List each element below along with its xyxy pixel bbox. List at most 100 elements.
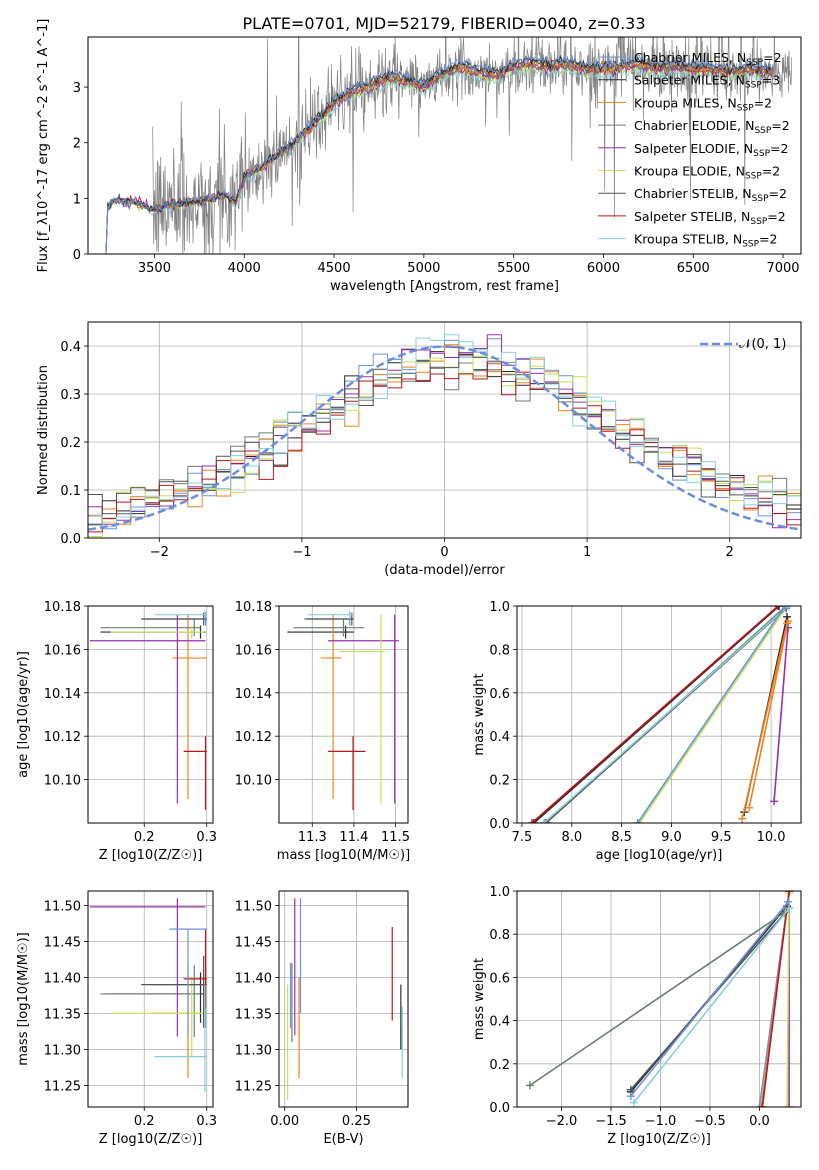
- mass-weight-line: [761, 891, 790, 1107]
- errorbar-point: [154, 984, 207, 1093]
- plus-marker: [785, 891, 794, 895]
- x-tick-label: 7000: [766, 261, 799, 276]
- x-tick-label: 0.0: [749, 1114, 770, 1129]
- y-tick-label: 10.18: [235, 600, 272, 615]
- plus-marker: [745, 803, 754, 812]
- plus-marker: [783, 1103, 792, 1107]
- x-axis-label: Z [log10(Z/Z☉)]: [607, 1132, 711, 1147]
- plot-area: [287, 898, 403, 1100]
- plus-marker: [784, 897, 793, 906]
- x-tick-label: 11.4: [339, 830, 368, 845]
- y-tick-label: 3: [73, 81, 81, 96]
- y-tick-label: 0.2: [489, 1058, 510, 1073]
- mass-weight-line: [741, 623, 788, 819]
- y-tick-label: 0.0: [60, 532, 81, 547]
- x-axis-label: (data-model)/error: [384, 563, 505, 578]
- y-axis-label: mass [log10(M/M☉)]: [16, 932, 31, 1065]
- x-tick-label: 3500: [138, 261, 171, 276]
- errorbar-point: [89, 614, 206, 804]
- x-tick-label: 0.2: [134, 830, 155, 845]
- gridlines: [279, 605, 408, 823]
- y-tick-label: 11.25: [44, 1079, 81, 1094]
- errorbar-point: [293, 619, 365, 637]
- plus-marker: [781, 606, 790, 610]
- x-tick-label: 0.3: [196, 1114, 217, 1129]
- x-axis-label: age [log10(age/yr)]: [596, 848, 723, 863]
- legend-entry: Kroupa ELODIE, NSSP=2: [634, 164, 780, 182]
- plus-marker: [757, 1103, 766, 1107]
- y-tick-label: 0.4: [489, 1015, 510, 1030]
- y-tick-label: 11.45: [44, 935, 81, 950]
- axes-frame: [87, 605, 214, 824]
- figure-title: PLATE=0701, MJD=52179, FIBERID=0040, z=0…: [242, 14, 645, 33]
- x-tick-label: 2: [726, 545, 734, 560]
- x-tick-label: 0.25: [342, 1114, 371, 1129]
- mass-weight-line: [633, 907, 790, 1104]
- plot-area: [525, 891, 794, 1107]
- legend-entry: Chabrier STELIB, NSSP=2: [634, 186, 787, 204]
- legend-entry: 𝒩(0, 1): [739, 337, 786, 352]
- x-tick-label: −2: [150, 545, 169, 560]
- legend-entry: Salpeter STELIB, NSSP=2: [634, 209, 786, 227]
- errorbar-point: [100, 965, 201, 1038]
- y-tick-label: 0.2: [60, 436, 81, 451]
- plot-area: [287, 610, 399, 810]
- x-tick-label: −2.0: [546, 1114, 578, 1129]
- x-tick-label: 11.5: [381, 830, 410, 845]
- x-tick-label: −1.0: [645, 1114, 677, 1129]
- mass-weight-line: [636, 606, 786, 823]
- mass-weight-line: [638, 606, 788, 823]
- y-tick-label: 11.25: [235, 1079, 272, 1094]
- mass-weight-line: [531, 606, 779, 823]
- normal-curve-line: [88, 345, 799, 531]
- x-tick-label: 9.5: [711, 830, 732, 845]
- x-tick-label: 11.3: [298, 830, 327, 845]
- residual-histogram-step: [88, 361, 801, 533]
- x-tick-label: 6500: [677, 261, 710, 276]
- y-tick-label: 0.8: [489, 643, 510, 658]
- plus-marker: [629, 1098, 638, 1107]
- x-tick-label: 7.5: [512, 830, 533, 845]
- x-tick-label: −1: [292, 545, 311, 560]
- plot-area: [527, 606, 793, 823]
- mass-weight-line: [529, 911, 785, 1087]
- axes-frame: [87, 36, 802, 255]
- x-tick-label: −0.5: [694, 1114, 726, 1129]
- model-spectrum-line: [105, 66, 774, 254]
- plus-marker: [758, 1103, 767, 1107]
- y-tick-label: 0.3: [60, 388, 81, 403]
- panel-spectrum: 3500 4000 4500 5000 5500 6000 6500 7000 0 1 2 3 wave…: [36, 19, 802, 294]
- plus-marker: [784, 606, 793, 610]
- x-tick-label: 10.0: [757, 830, 786, 845]
- x-axis-label: wavelength [Angstrom, rest frame]: [330, 279, 559, 294]
- panel-mass-vs-EBV: 0.00 0.25 11.25 11.30 11.35 11.40 11.45 11.50 E(…: [235, 890, 409, 1147]
- errorbar-point: [328, 614, 399, 804]
- plus-marker: [785, 904, 794, 913]
- x-tick-label: 8.0: [561, 830, 582, 845]
- y-tick-label: 0.4: [60, 340, 81, 355]
- x-tick-label: 4000: [228, 261, 261, 276]
- x-tick-label: 0.3: [196, 830, 217, 845]
- plus-marker: [775, 606, 784, 610]
- plus-marker: [738, 814, 747, 823]
- y-tick-label: 10.12: [44, 730, 81, 745]
- legend-entry: Chabrier MILES, NSSP=2: [634, 50, 782, 68]
- residual-histogram-step: [88, 354, 801, 515]
- y-axis-label: mass weight: [472, 673, 487, 755]
- x-tick-label: 6000: [587, 261, 620, 276]
- errorbar-point: [169, 928, 207, 1038]
- y-tick-label: 0.4: [489, 730, 510, 745]
- mass-weight-line: [786, 893, 790, 1107]
- x-tick-label: 5500: [497, 261, 530, 276]
- plus-marker: [770, 797, 779, 806]
- plot-area: [105, 37, 793, 254]
- plus-marker: [633, 819, 642, 823]
- x-tick-label: 8.5: [611, 830, 632, 845]
- y-tick-label: 0: [73, 248, 81, 263]
- errorbar-point: [308, 610, 354, 620]
- y-tick-label: 0.6: [489, 687, 510, 702]
- y-tick-label: 10.10: [44, 774, 81, 789]
- plot-area: [89, 898, 207, 1093]
- legend-entry: Kroupa MILES, NSSP=2: [634, 95, 772, 113]
